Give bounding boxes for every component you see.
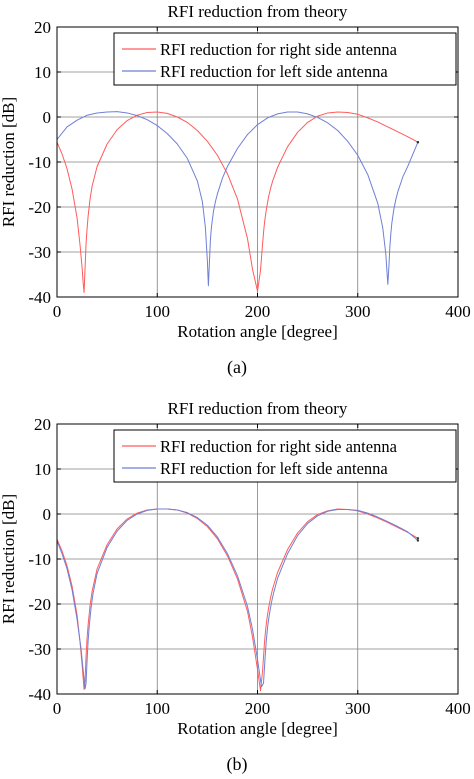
- x-tick-label: 300: [345, 302, 371, 321]
- y-tick-label: -40: [28, 685, 51, 704]
- x-tick-label: 100: [145, 699, 171, 718]
- y-axis-label: RFI reduction [dB]: [0, 494, 18, 624]
- y-tick-label: 20: [34, 18, 51, 37]
- series-line-left-antenna: [56, 508, 419, 690]
- y-tick-label: 0: [43, 108, 52, 127]
- panel-caption: (b): [227, 754, 248, 775]
- y-tick-label: -20: [28, 198, 51, 217]
- x-tick-label: 100: [145, 302, 171, 321]
- x-tick-label: 300: [345, 699, 371, 718]
- series-line-right-antenna: [56, 508, 419, 692]
- legend: RFI reduction for right side antenna RFI …: [113, 429, 457, 483]
- y-tick-label: 10: [34, 460, 51, 479]
- series-line-right-antenna: [56, 111, 419, 293]
- chart-title: RFI reduction from theory: [168, 2, 348, 21]
- chart-title: RFI reduction from theory: [168, 399, 348, 418]
- panel-caption: (a): [227, 357, 247, 378]
- y-tick-label: 20: [34, 415, 51, 434]
- series-line-left-antenna: [56, 111, 419, 287]
- legend-label-left-antenna: RFI reduction for left side antenna: [160, 459, 388, 478]
- x-axis-label: Rotation angle [degree]: [177, 322, 338, 341]
- x-tick-label: 200: [245, 699, 271, 718]
- y-tick-label: -20: [28, 595, 51, 614]
- x-tick-label: 0: [53, 699, 62, 718]
- legend-box: [113, 429, 457, 483]
- series-end-point: [416, 537, 420, 540]
- y-tick-label: -30: [28, 640, 51, 659]
- x-tick-label: 400: [445, 302, 471, 321]
- legend-label-left-antenna: RFI reduction for left side antenna: [160, 62, 388, 81]
- legend: RFI reduction for right side antenna RFI …: [113, 32, 457, 86]
- y-tick-label: -40: [28, 288, 51, 307]
- y-tick-label: -10: [28, 153, 51, 172]
- legend-box: [113, 32, 457, 86]
- x-tick-label: 200: [245, 302, 271, 321]
- x-tick-label: 0: [53, 302, 62, 321]
- x-tick-label: 400: [445, 699, 471, 718]
- series-end-point: [416, 539, 420, 542]
- legend-label-right-antenna: RFI reduction for right side antenna: [160, 40, 398, 59]
- y-tick-label: -10: [28, 550, 51, 569]
- y-tick-label: 0: [43, 505, 52, 524]
- x-axis-label: Rotation angle [degree]: [177, 719, 338, 738]
- y-axis-label: RFI reduction [dB]: [0, 97, 18, 227]
- y-tick-label: -30: [28, 243, 51, 262]
- series-end-point: [416, 141, 420, 144]
- legend-label-right-antenna: RFI reduction for right side antenna: [160, 437, 398, 456]
- y-tick-label: 10: [34, 63, 51, 82]
